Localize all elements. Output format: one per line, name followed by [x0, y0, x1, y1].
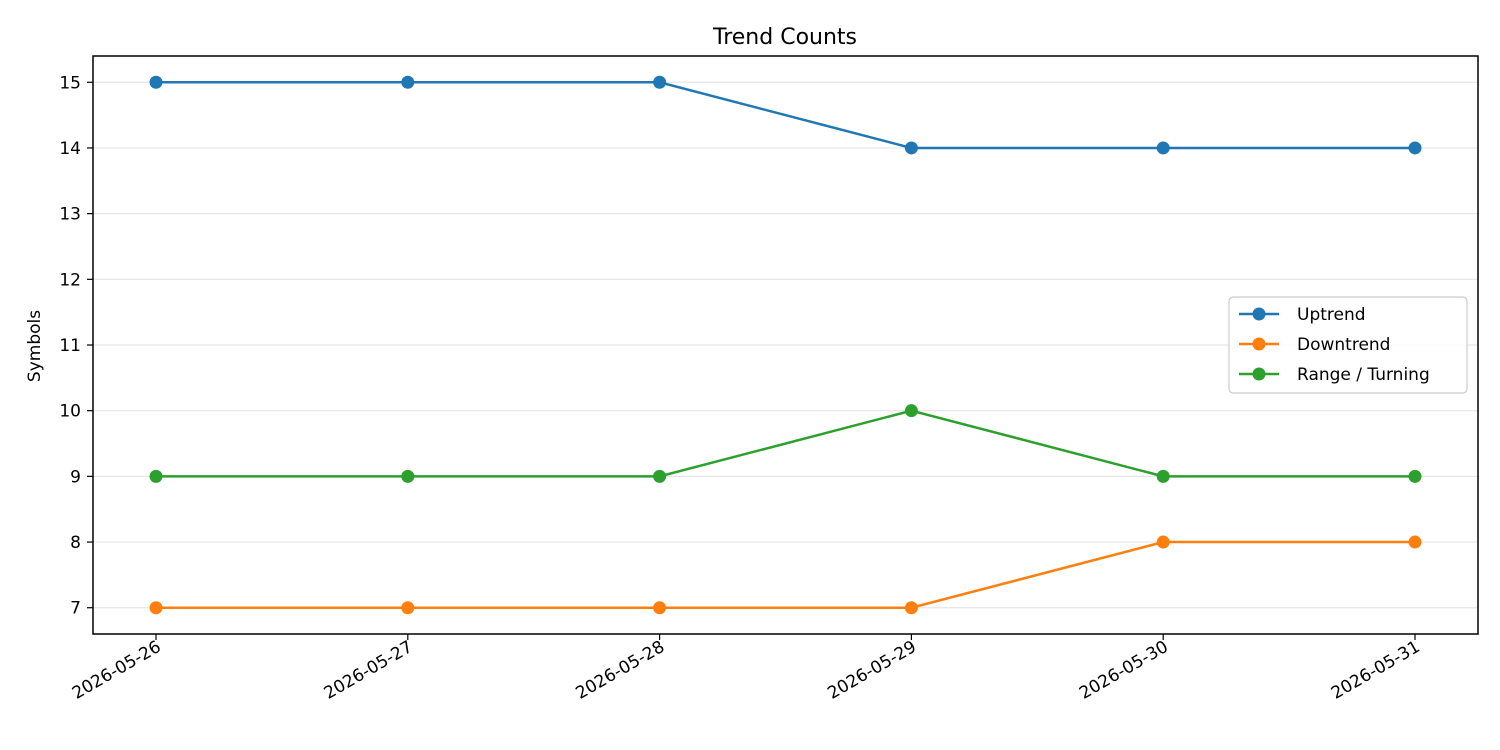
data-point [904, 601, 918, 615]
y-tick-label: 10 [59, 402, 81, 422]
x-tick-label: 2026-05-28 [573, 637, 669, 704]
y-tick-label: 8 [70, 533, 81, 553]
x-tick-label: 2026-05-31 [1328, 637, 1424, 704]
legend-entry-label: Downtrend [1297, 335, 1390, 355]
y-tick-label: 12 [59, 270, 81, 290]
data-point [401, 75, 415, 89]
x-tick-label: 2026-05-26 [69, 637, 165, 704]
x-tick-label: 2026-05-27 [321, 637, 417, 704]
data-point [149, 469, 163, 483]
x-tick-label: 2026-05-30 [1076, 637, 1172, 704]
legend-entry-label: Range / Turning [1297, 365, 1430, 385]
data-point [401, 469, 415, 483]
data-point [1156, 141, 1170, 155]
x-tick-label: 2026-05-29 [824, 637, 920, 704]
data-point [1408, 141, 1422, 155]
chart-title: Trend Counts [712, 25, 857, 50]
data-point [653, 469, 667, 483]
legend-entry-label: Uptrend [1297, 305, 1366, 325]
series-layer [149, 75, 1422, 615]
data-point [1156, 469, 1170, 483]
data-point [904, 141, 918, 155]
x-axis: 2026-05-26 2026-05-27 2026-05-28 2026-05-29… [69, 634, 1424, 704]
data-point [401, 601, 415, 615]
y-tick-label: 9 [70, 467, 81, 487]
y-tick-label: 7 [70, 599, 81, 619]
data-point [1156, 535, 1170, 549]
data-point [1408, 469, 1422, 483]
legend-box [1228, 296, 1468, 394]
y-axis-label: Symbols [25, 310, 45, 382]
data-point [149, 75, 163, 89]
legend-swatch-marker [1252, 337, 1266, 351]
data-point [149, 601, 163, 615]
data-point [653, 75, 667, 89]
data-point [653, 601, 667, 615]
y-tick-label: 15 [59, 73, 81, 93]
series-line [156, 81, 1415, 150]
data-point [904, 404, 918, 418]
y-tick-label: 11 [59, 336, 81, 356]
legend-swatch-marker [1252, 307, 1266, 321]
data-point [1408, 535, 1422, 549]
y-axis: 7 8 9 10 11 12 13 14 15 [59, 73, 93, 619]
y-tick-label: 14 [59, 139, 81, 159]
legend: Uptrend Downtrend Range / Turning [1228, 296, 1468, 394]
series-line [156, 540, 1415, 609]
y-tick-label: 13 [59, 205, 81, 225]
series-line [156, 409, 1415, 478]
legend-swatch-marker [1252, 367, 1266, 381]
